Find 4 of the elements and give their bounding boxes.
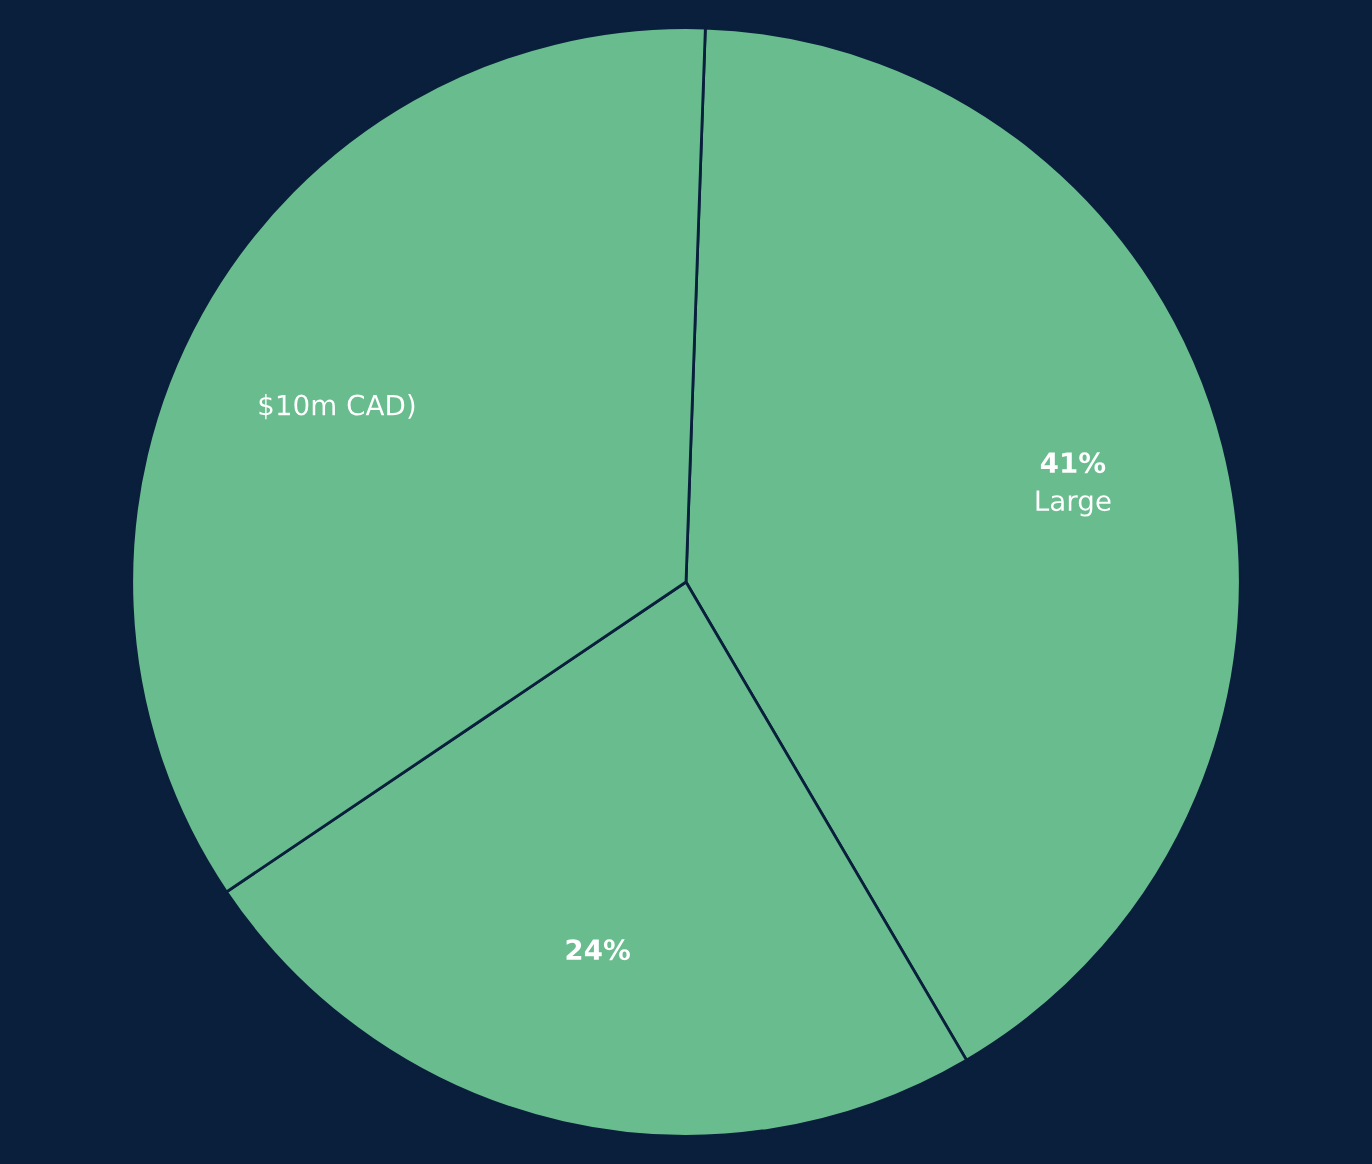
slice-label: $10m CAD) — [259, 394, 415, 420]
data-label: 41% — [1040, 452, 1106, 474]
data-label: 24% — [566, 939, 630, 961]
slice-label: Large — [1036, 490, 1111, 517]
